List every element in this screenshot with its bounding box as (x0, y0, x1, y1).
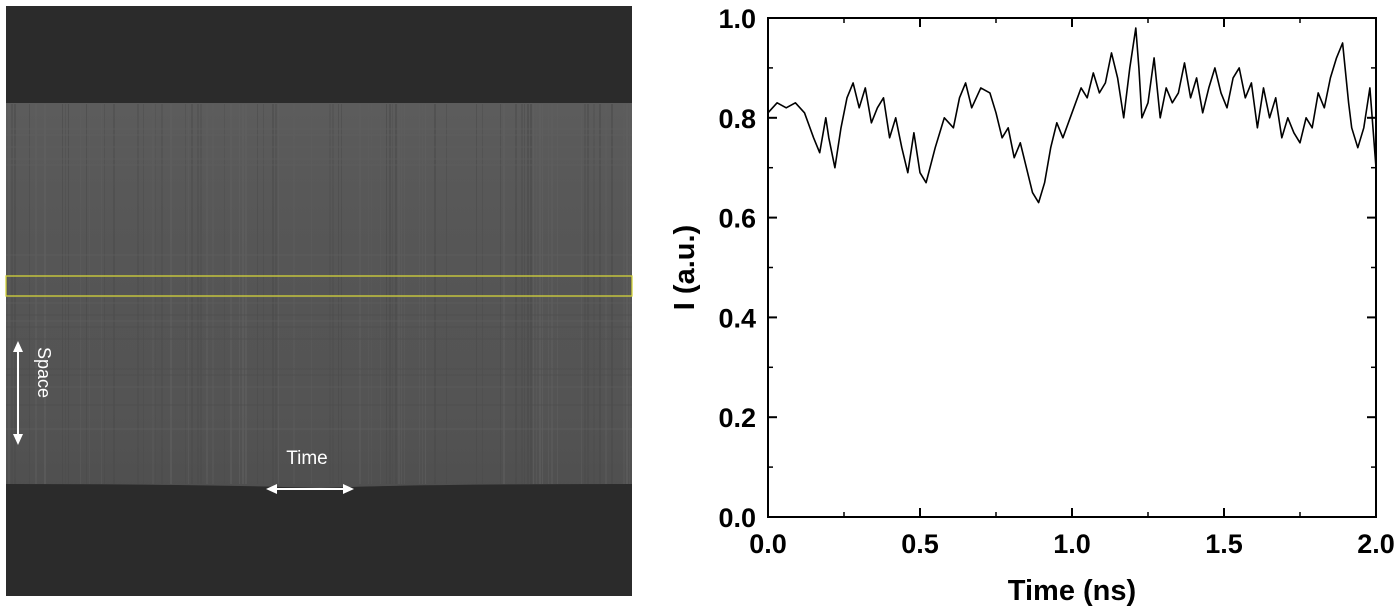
space-label: Space (34, 347, 54, 398)
y-tick-label: 0.2 (718, 403, 756, 433)
vertical-streaks (6, 104, 632, 484)
x-tick-label: 2.0 (1357, 529, 1395, 559)
x-tick-label: 1.5 (1205, 529, 1243, 559)
y-tick-label: 1.0 (718, 4, 756, 34)
plot-frame (767, 17, 1377, 518)
y-axis-label: I (a.u.) (669, 225, 701, 310)
y-tick-label: 0.8 (718, 104, 756, 134)
y-tick-label: 0.4 (718, 303, 756, 333)
x-tick-label: 0.0 (749, 529, 787, 559)
space-arrow-icon (13, 341, 23, 445)
y-tick-label: 0.0 (718, 503, 756, 533)
y-tick-label: 0.6 (718, 204, 756, 234)
x-tick-label: 1.0 (1053, 529, 1091, 559)
x-tick-label: 0.5 (901, 529, 939, 559)
intensity-series-line (767, 27, 1377, 204)
x-axis-label: Time (ns) (1008, 575, 1136, 607)
streak-camera-image: Space Time (5, 6, 633, 596)
selection-box (5, 275, 633, 297)
time-label: Time (286, 448, 328, 469)
time-arrow-icon (266, 484, 354, 494)
